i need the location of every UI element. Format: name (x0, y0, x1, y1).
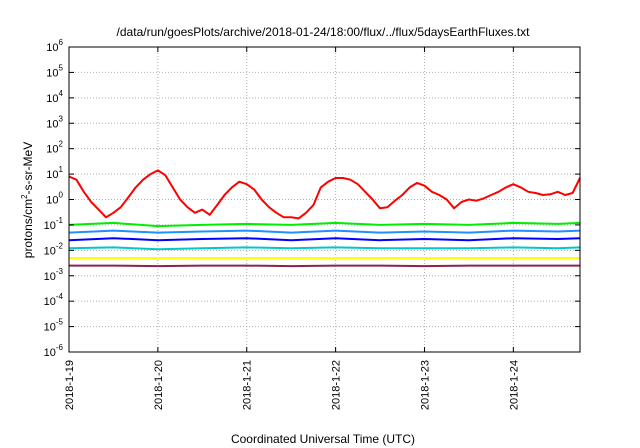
x-tick-label: 2018-1-22 (331, 360, 343, 410)
series-line (69, 264, 580, 268)
x-axis-title: Coordinated Universal Time (UTC) (231, 432, 415, 446)
grid-lines (68, 47, 580, 352)
y-tick-label: 10-3 (44, 267, 64, 283)
y-tick-label: 100 (46, 191, 63, 207)
y-tick-label: 106 (46, 38, 63, 54)
chart-title: /data/run/goesPlots/archive/2018-01-24/1… (117, 25, 531, 39)
y-tick-label: 103 (46, 114, 63, 130)
y-tick-label: 10-6 (44, 343, 64, 359)
x-tick-label: 2018-1-20 (153, 360, 165, 410)
series-line (68, 229, 581, 234)
series-line (68, 221, 581, 228)
y-tick-label: 10-2 (44, 241, 64, 257)
y-tick-label: 10-5 (44, 318, 64, 334)
y-tick-label: 105 (46, 63, 63, 79)
series-line (68, 237, 581, 242)
y-axis-ticks: 106 105 104 103 102 101 100 10-1 10-2 10-3 10-4 10-… (44, 38, 580, 359)
y-axis-title: protons/cm2-s-sr-MeV (20, 142, 35, 258)
series-line (68, 246, 581, 251)
y-tick-label: 10-4 (44, 292, 64, 308)
y-tick-label: 10-1 (44, 216, 64, 232)
y-tick-label: 104 (46, 89, 63, 105)
x-tick-label: 2018-1-24 (508, 360, 520, 410)
series-line (68, 169, 581, 220)
x-axis-ticks: 2018-1-19 2018-1-20 2018-1-21 2018-1-22 2018… (64, 47, 520, 410)
y-tick-label: 102 (46, 140, 63, 156)
x-tick-label: 2018-1-23 (419, 360, 431, 410)
x-tick-label: 2018-1-21 (242, 360, 254, 410)
x-tick-label: 2018-1-19 (64, 360, 76, 410)
y-tick-label: 101 (46, 165, 63, 181)
data-series (68, 169, 581, 268)
